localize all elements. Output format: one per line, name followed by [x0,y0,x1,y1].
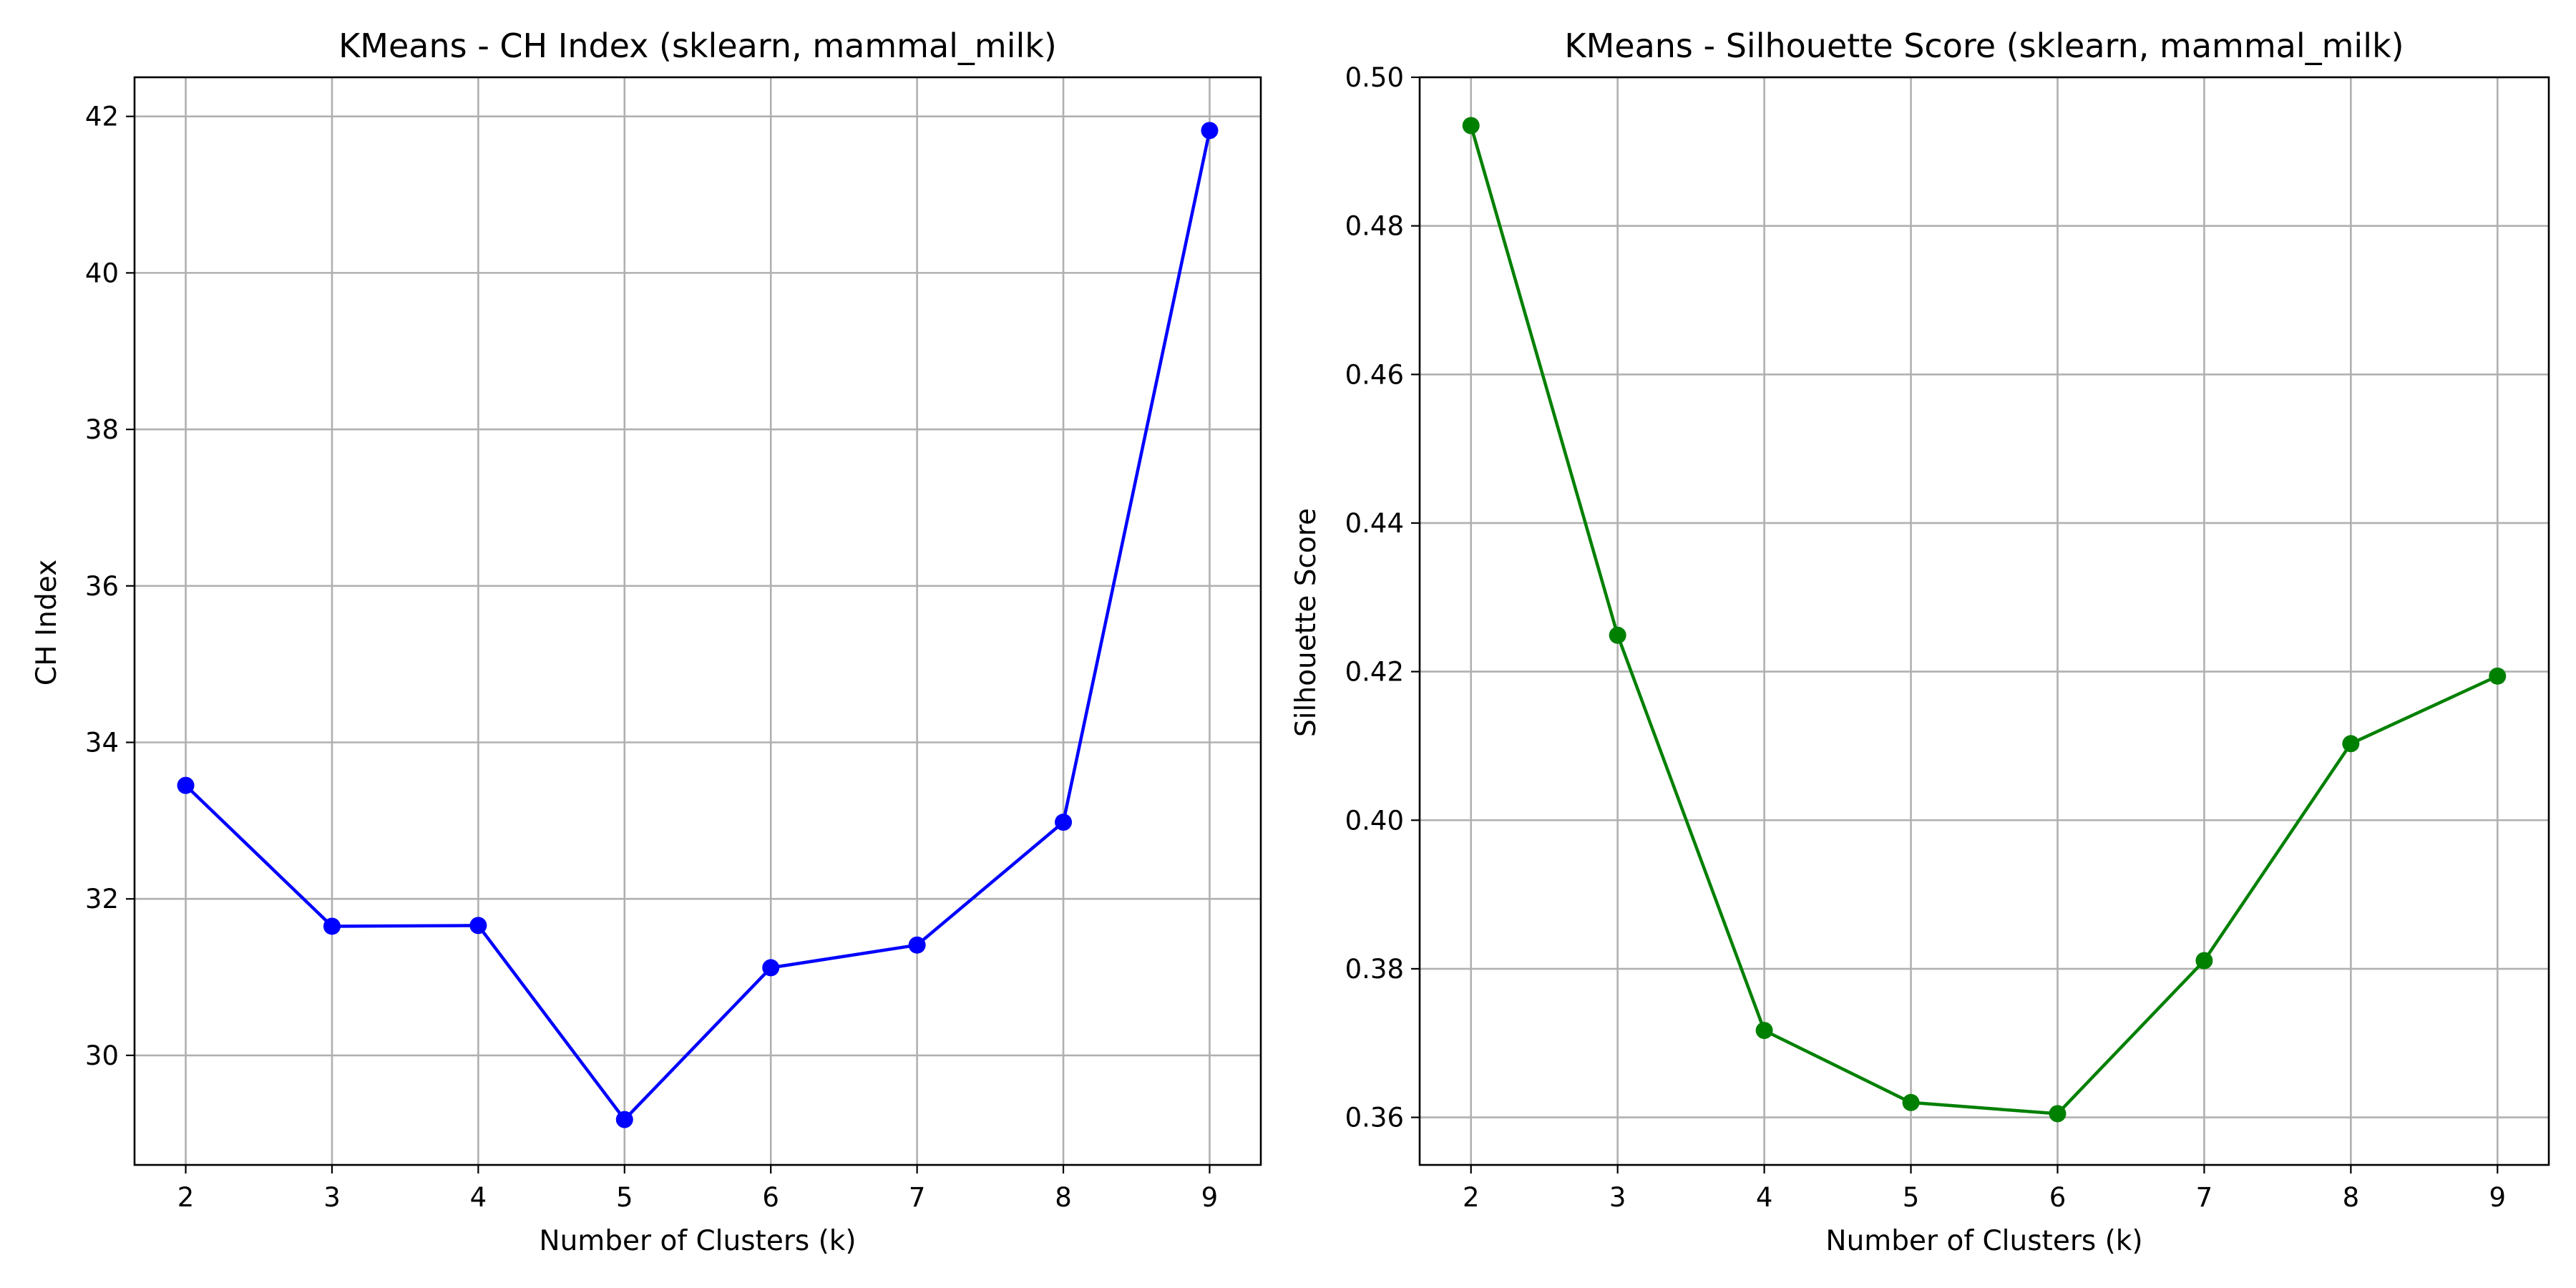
silhouette-x-tick-label: 6 [2049,1182,2067,1213]
ch-y-tick-label: 38 [85,414,119,445]
ch-index-chart: KMeans - CH Index (sklearn, mammal_milk)… [31,26,1262,1257]
ch-x-tick-label: 6 [762,1182,779,1213]
silhouette-x-tick-label: 4 [1756,1182,1773,1213]
silhouette-x-tick-label: 7 [2196,1182,2213,1213]
ch-data-point [762,959,780,977]
silhouette-data-point [2342,735,2360,753]
ch-data-point [177,776,195,794]
ch-y-tick-label: 34 [85,727,119,758]
silhouette-data-point [1902,1093,1920,1111]
ch-data-point [1055,814,1073,831]
ch-y-axis-label: CH Index [31,560,63,686]
silhouette-x-tick-label: 9 [2489,1182,2506,1213]
silhouette-series-line [1469,125,2499,1116]
silhouette-y-tick-label: 0.44 [1345,508,1404,539]
ch-chart-title: KMeans - CH Index (sklearn, mammal_milk) [338,26,1057,65]
ch-data-point [1201,122,1219,140]
silhouette-data-point [2195,952,2213,970]
silhouette-data-point [1609,626,1626,644]
silhouette-x-tick-label: 3 [1609,1182,1626,1213]
ch-x-tick-label: 4 [470,1182,487,1213]
silhouette-y-axis-label: Silhouette Score [1290,508,1322,737]
silhouette-y-tick-label: 0.42 [1345,657,1404,688]
silhouette-x-tick-label: 5 [1903,1182,1920,1213]
silhouette-data-point [1755,1022,1773,1040]
ch-x-tick-label: 8 [1055,1182,1072,1213]
silhouette-y-tick-label: 0.36 [1345,1103,1404,1133]
silhouette-score-chart: KMeans - Silhouette Score (sklearn, mamm… [1290,26,2550,1257]
silhouette-data-point [2489,667,2507,685]
silhouette-y-tick-label: 0.50 [1345,62,1404,93]
ch-plot-frame [133,76,1262,1166]
silhouette-y-tick-label: 0.40 [1345,805,1404,836]
silhouette-plot-frame [1418,76,2550,1166]
ch-x-tick-label: 3 [323,1182,341,1213]
silhouette-x-tick-label: 2 [1463,1182,1480,1213]
ch-x-axis-label: Number of Clusters (k) [539,1225,856,1257]
ch-y-tick-label: 32 [85,884,119,914]
ch-y-tick-label: 40 [85,258,119,288]
ch-x-tick-label: 9 [1201,1182,1219,1213]
ch-data-point [615,1111,633,1128]
silhouette-y-tick-label: 0.48 [1345,211,1404,242]
silhouette-x-tick-label: 8 [2343,1182,2360,1213]
ch-data-point [469,917,487,935]
ch-y-tick-label: 42 [85,102,119,132]
silhouette-data-point [2049,1105,2067,1123]
silhouette-chart-title: KMeans - Silhouette Score (sklearn, mamm… [1564,26,2404,65]
silhouette-x-axis-label: Number of Clusters (k) [1825,1225,2142,1257]
ch-data-point [323,917,341,935]
ch-y-tick-label: 30 [85,1040,119,1071]
silhouette-y-tick-label: 0.46 [1345,359,1404,390]
ch-series-line [184,130,1211,1121]
ch-x-tick-label: 7 [909,1182,926,1213]
ch-x-tick-label: 2 [177,1182,195,1213]
silhouette-data-point [1462,117,1480,135]
silhouette-y-tick-label: 0.38 [1345,954,1404,985]
ch-data-point [908,936,926,954]
ch-y-tick-label: 36 [85,571,119,602]
ch-x-tick-label: 5 [616,1182,633,1213]
